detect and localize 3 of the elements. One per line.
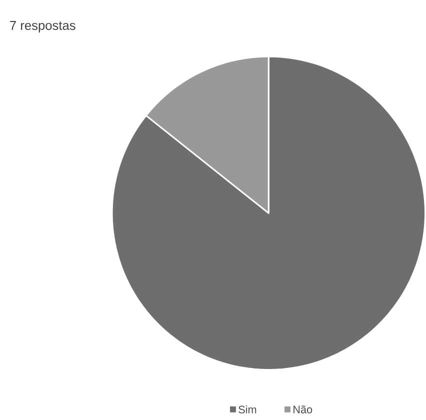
legend-label: Não <box>294 405 312 414</box>
chart-title: 7 respostas <box>10 20 76 32</box>
legend-label: Sim <box>238 405 256 414</box>
